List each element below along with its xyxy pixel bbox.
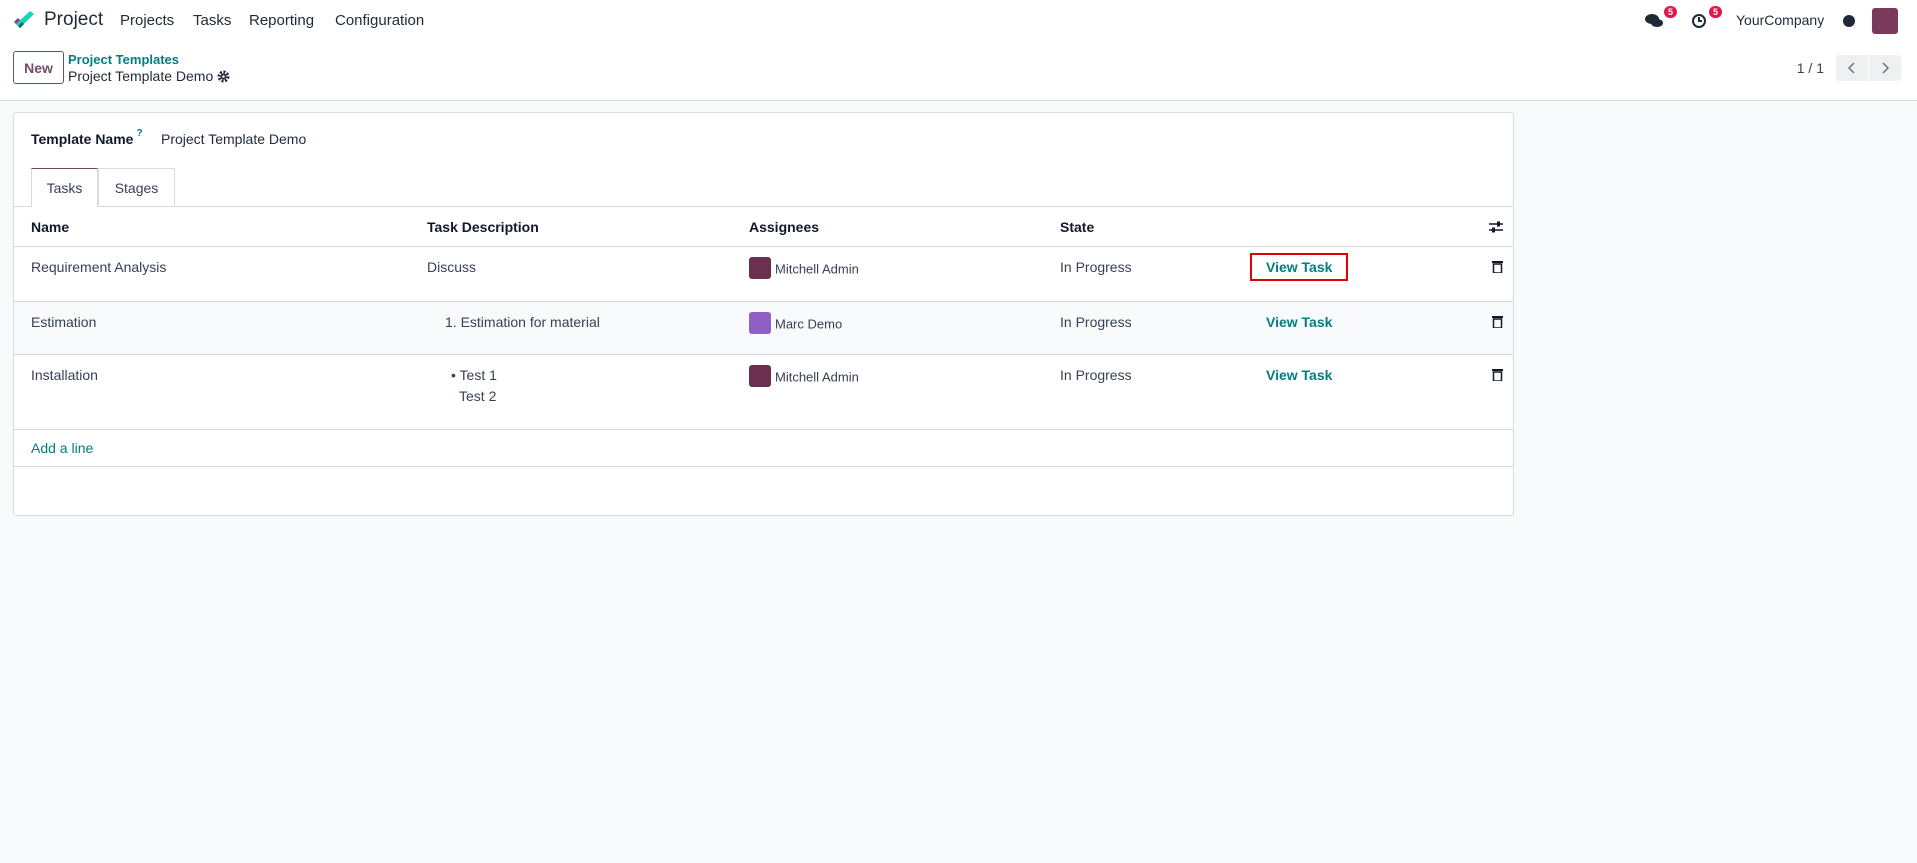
project-app-logo-icon[interactable] bbox=[12, 10, 36, 32]
optional-columns-sliders-icon[interactable] bbox=[1488, 220, 1504, 234]
task-description[interactable]: 1. Estimation for material bbox=[445, 314, 600, 330]
template-name-label: Template Name bbox=[31, 131, 134, 147]
messages-icon[interactable] bbox=[1645, 13, 1663, 29]
breadcrumb-current-wrap: Project Template Demo bbox=[68, 68, 230, 84]
menu-projects[interactable]: Projects bbox=[120, 12, 175, 29]
task-description-bullet[interactable]: • Test 1 bbox=[451, 367, 497, 383]
breadcrumb-project-templates[interactable]: Project Templates bbox=[68, 52, 180, 67]
assignee-name: Marc Demo bbox=[775, 316, 843, 332]
assignee[interactable]: Mitchell Admin bbox=[749, 257, 859, 281]
task-state[interactable]: In Progress bbox=[1060, 314, 1132, 330]
breadcrumb-current: Project Template Demo bbox=[68, 68, 214, 84]
view-task-button[interactable]: View Task bbox=[1266, 367, 1333, 383]
template-name-field[interactable]: Project Template Demo bbox=[161, 131, 307, 147]
column-state[interactable]: State bbox=[1060, 219, 1095, 235]
add-line-row: Add a line bbox=[14, 429, 1513, 467]
pager: 1 / 1 bbox=[1797, 55, 1901, 81]
view-task-button[interactable]: View Task bbox=[1250, 253, 1349, 281]
delete-trash-icon[interactable] bbox=[1492, 315, 1503, 328]
table-header: Name Task Description Assignees State bbox=[14, 206, 1513, 246]
view-task-button[interactable]: View Task bbox=[1266, 314, 1333, 330]
activities-badge: 5 bbox=[1709, 6, 1723, 18]
column-task-description[interactable]: Task Description bbox=[427, 219, 539, 235]
pager-previous-button[interactable] bbox=[1836, 55, 1868, 81]
pager-value[interactable]: 1 / 1 bbox=[1796, 60, 1824, 76]
table-row[interactable]: Requirement Analysis Discuss Mitchell Ad… bbox=[14, 246, 1513, 301]
menu-reporting[interactable]: Reporting bbox=[249, 12, 315, 29]
task-state[interactable]: In Progress bbox=[1060, 367, 1132, 383]
column-name[interactable]: Name bbox=[31, 219, 70, 235]
task-description-line[interactable]: Test 2 bbox=[459, 388, 497, 404]
avatar bbox=[749, 365, 771, 387]
column-assignees[interactable]: Assignees bbox=[749, 219, 820, 235]
app-name[interactable]: Project bbox=[44, 9, 104, 30]
help-tooltip-icon[interactable]: ? bbox=[136, 128, 143, 139]
add-a-line-link[interactable]: Add a line bbox=[31, 440, 94, 456]
form-sheet: Template Name ? Project Template Demo Ta… bbox=[13, 112, 1514, 516]
assignee[interactable]: Mitchell Admin bbox=[749, 365, 859, 389]
delete-trash-icon[interactable] bbox=[1492, 260, 1503, 273]
task-description[interactable]: Discuss bbox=[427, 259, 477, 275]
task-name[interactable]: Estimation bbox=[31, 314, 97, 330]
menu-configuration[interactable]: Configuration bbox=[335, 12, 425, 29]
template-name-label-wrap: Template Name ? bbox=[31, 128, 143, 147]
tab-stages[interactable]: Stages bbox=[98, 168, 175, 206]
task-state[interactable]: In Progress bbox=[1060, 259, 1132, 275]
menu-tasks[interactable]: Tasks bbox=[193, 12, 232, 29]
gear-icon[interactable] bbox=[217, 70, 230, 83]
new-button[interactable]: New bbox=[13, 51, 64, 84]
assignee[interactable]: Marc Demo bbox=[749, 312, 843, 336]
pager-next-button[interactable] bbox=[1869, 55, 1901, 81]
activities-clock-icon[interactable] bbox=[1691, 13, 1707, 29]
control-panel: New Project Templates Project Template D… bbox=[0, 42, 1917, 101]
messages-badge: 5 bbox=[1664, 6, 1678, 18]
table-row[interactable]: Estimation 1. Estimation for material Ma… bbox=[14, 301, 1513, 354]
top-navbar: Project Projects Tasks Reporting Configu… bbox=[0, 0, 1917, 42]
avatar bbox=[749, 312, 771, 334]
assignee-name: Mitchell Admin bbox=[775, 369, 859, 385]
company-switcher[interactable]: YourCompany bbox=[1736, 12, 1825, 28]
user-avatar[interactable] bbox=[1872, 8, 1898, 34]
delete-trash-icon[interactable] bbox=[1492, 368, 1503, 381]
assignee-name: Mitchell Admin bbox=[775, 261, 859, 277]
task-name[interactable]: Installation bbox=[31, 367, 98, 383]
tab-tasks[interactable]: Tasks bbox=[31, 168, 98, 207]
website-globe-icon[interactable] bbox=[1842, 14, 1856, 28]
task-name[interactable]: Requirement Analysis bbox=[31, 259, 167, 275]
avatar bbox=[749, 257, 771, 279]
table-row[interactable]: Installation • Test 1 Test 2 Mitchell Ad… bbox=[14, 354, 1513, 429]
